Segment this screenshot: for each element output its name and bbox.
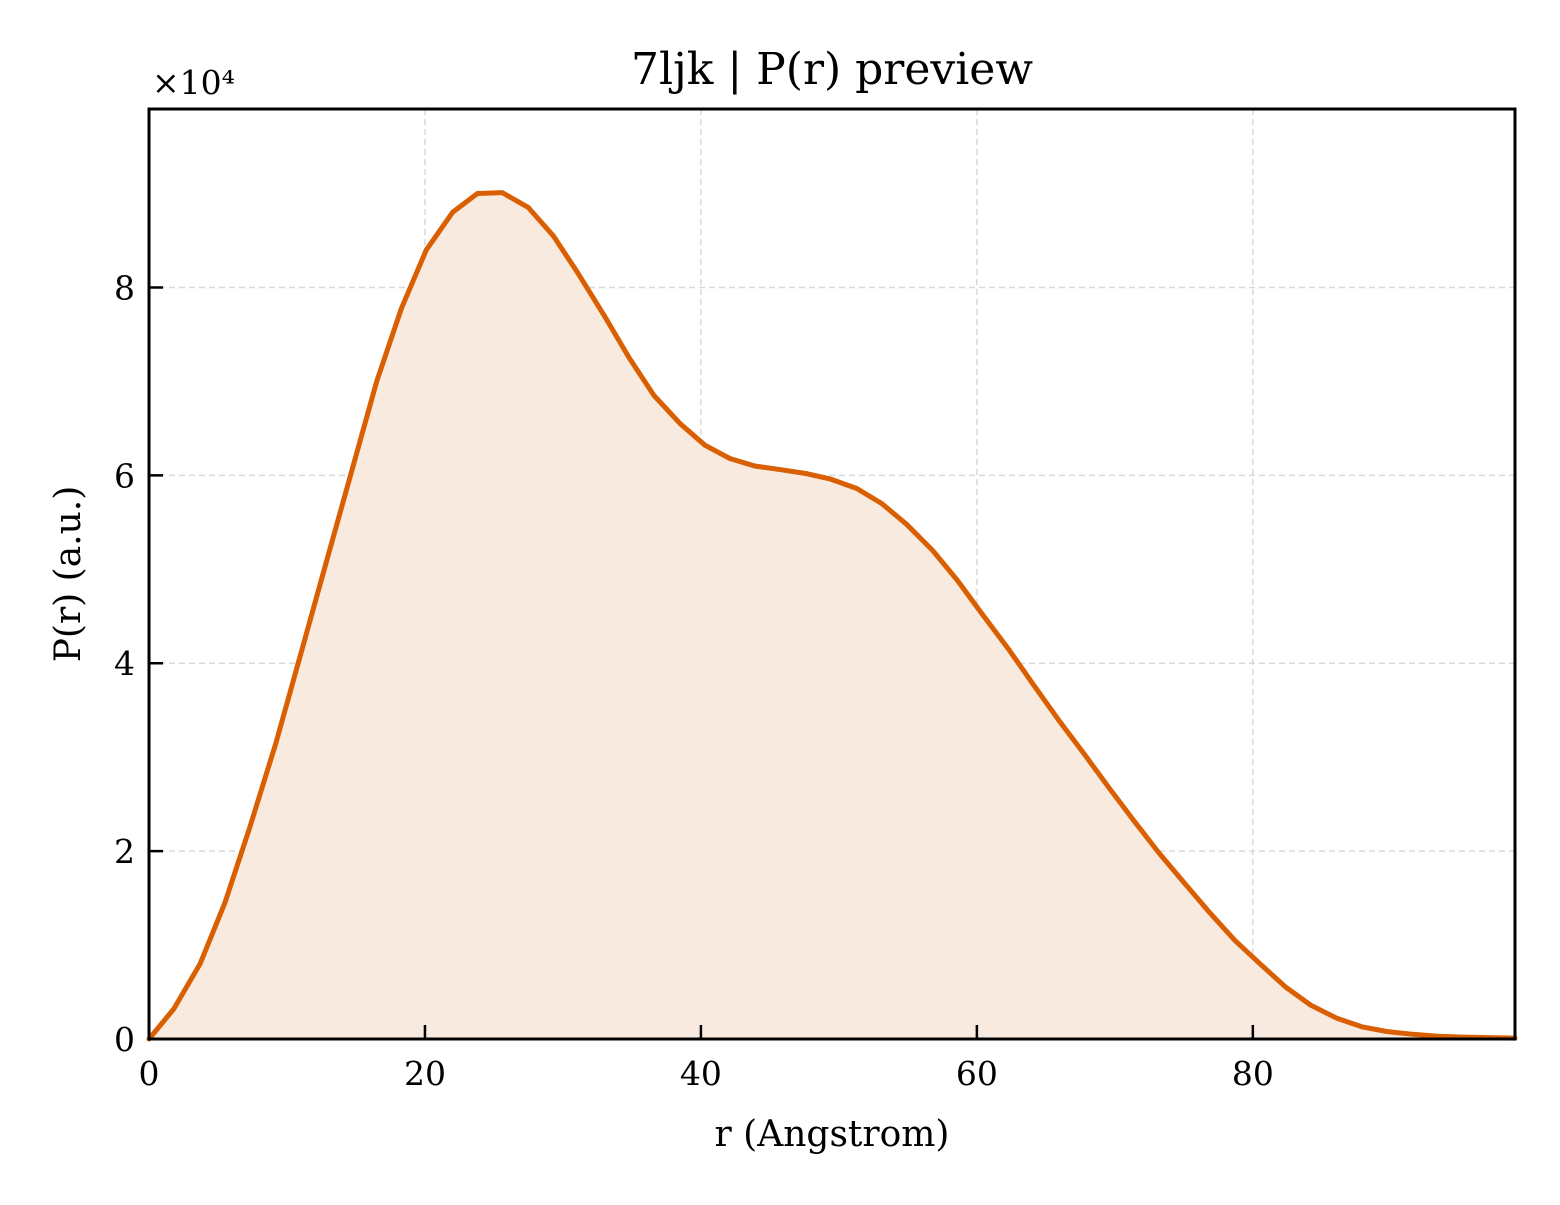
chart-title: 7ljk | P(r) preview: [631, 44, 1033, 95]
x-tick-label: 80: [1232, 1054, 1274, 1093]
x-axis-label: r (Angstrom): [715, 1114, 950, 1155]
area-fill: [149, 192, 1515, 1040]
x-tick-label: 60: [956, 1054, 998, 1093]
plot-frame: [147, 107, 1517, 1041]
y-tick-label: 2: [114, 832, 135, 871]
x-tick-label: 40: [680, 1054, 722, 1093]
y-axis-label: P(r) (a.u.): [48, 486, 89, 663]
x-tick-label: 0: [139, 1054, 160, 1093]
y-tick-label: 8: [114, 268, 135, 307]
x-tick-label: 20: [404, 1054, 446, 1093]
y-tick-label: 6: [114, 456, 135, 495]
series-line: [146, 190, 1518, 1042]
axis-ticks: 0 20 40 60 80 0 2 4 6 8: [114, 268, 1274, 1093]
y-tick-label: 0: [114, 1020, 135, 1059]
y-multiplier-label: ×10⁴: [152, 63, 235, 102]
y-tick-label: 4: [114, 644, 135, 683]
